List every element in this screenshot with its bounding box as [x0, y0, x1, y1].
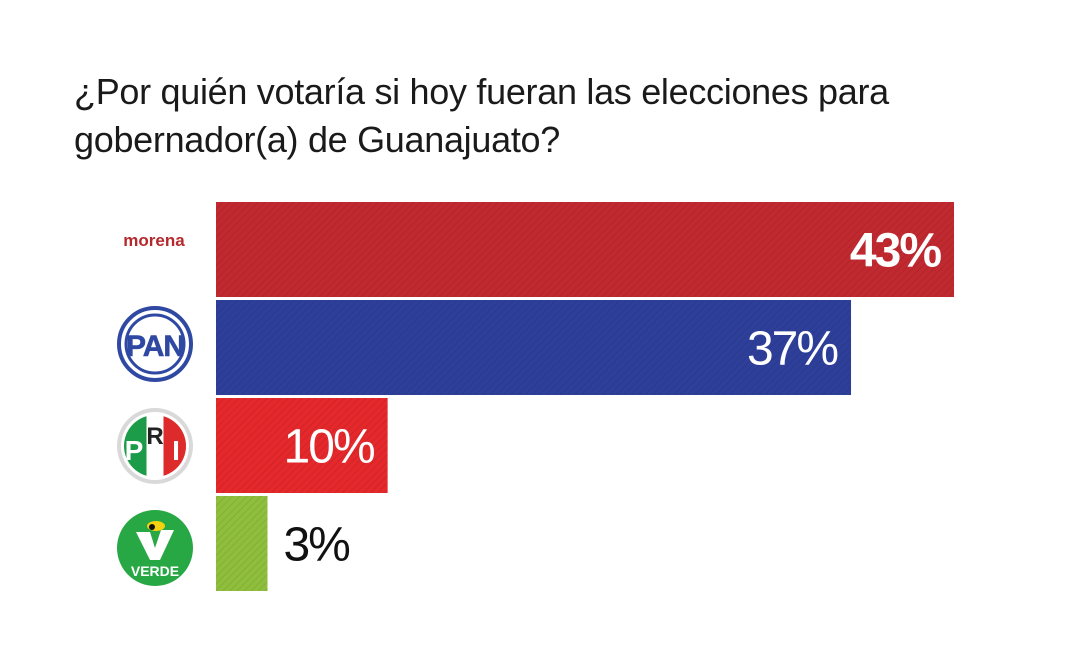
bar-texture-pan: [216, 300, 852, 395]
chart-title-line-2: gobernador(a) de Guanajuato?: [74, 119, 560, 160]
pan-logo-inner-ring: [124, 313, 186, 375]
morena-logo: morena: [123, 231, 185, 250]
pri-logo-tricolor: [124, 415, 186, 477]
bars: 43%37% 10% 3%: [216, 202, 954, 591]
pri-logo-letter-r: R: [146, 423, 163, 450]
chart-title: ¿Por quién votaría si hoy fueran las ele…: [74, 68, 1034, 164]
verde-logo-text: VERDE: [131, 563, 179, 579]
pri-logo: P R I: [117, 408, 193, 484]
value-label-pan: 37%: [747, 323, 837, 376]
bar-texture-verde: [216, 496, 268, 591]
value-label-morena: 43%: [850, 225, 941, 278]
pri-logo-letter-p: P: [125, 435, 144, 466]
pan-logo: PAN: [117, 306, 193, 382]
bar-texture-morena: [216, 202, 954, 297]
chart-title-line-1: ¿Por quién votaría si hoy fueran las ele…: [74, 71, 889, 112]
value-label-verde: 3%: [283, 519, 349, 572]
morena-logo-text: morena: [123, 231, 185, 250]
bar-texture-pri: [216, 398, 388, 493]
pan-logo-text: PAN: [126, 330, 184, 363]
verde-logo-check-icon: [136, 530, 174, 560]
pri-logo-letter-i: I: [172, 435, 180, 466]
verde-logo: VERDE: [117, 510, 193, 586]
value-label-pri: 10%: [284, 421, 374, 474]
